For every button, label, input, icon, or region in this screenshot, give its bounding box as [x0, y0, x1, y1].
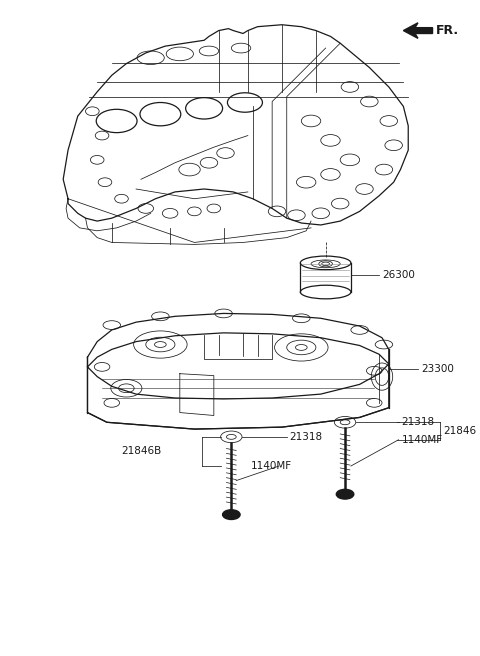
Text: 21318: 21318: [289, 432, 323, 442]
Ellipse shape: [223, 510, 240, 520]
Text: 1140MF: 1140MF: [251, 461, 292, 471]
Text: 21846B: 21846B: [121, 447, 162, 457]
Text: 26300: 26300: [382, 270, 415, 279]
Text: FR.: FR.: [435, 24, 458, 37]
Text: 1140MF: 1140MF: [401, 435, 443, 445]
Text: 21318: 21318: [401, 417, 434, 427]
Ellipse shape: [336, 489, 354, 499]
Text: 21846: 21846: [443, 426, 476, 436]
Polygon shape: [403, 23, 432, 38]
Text: 23300: 23300: [421, 364, 454, 374]
